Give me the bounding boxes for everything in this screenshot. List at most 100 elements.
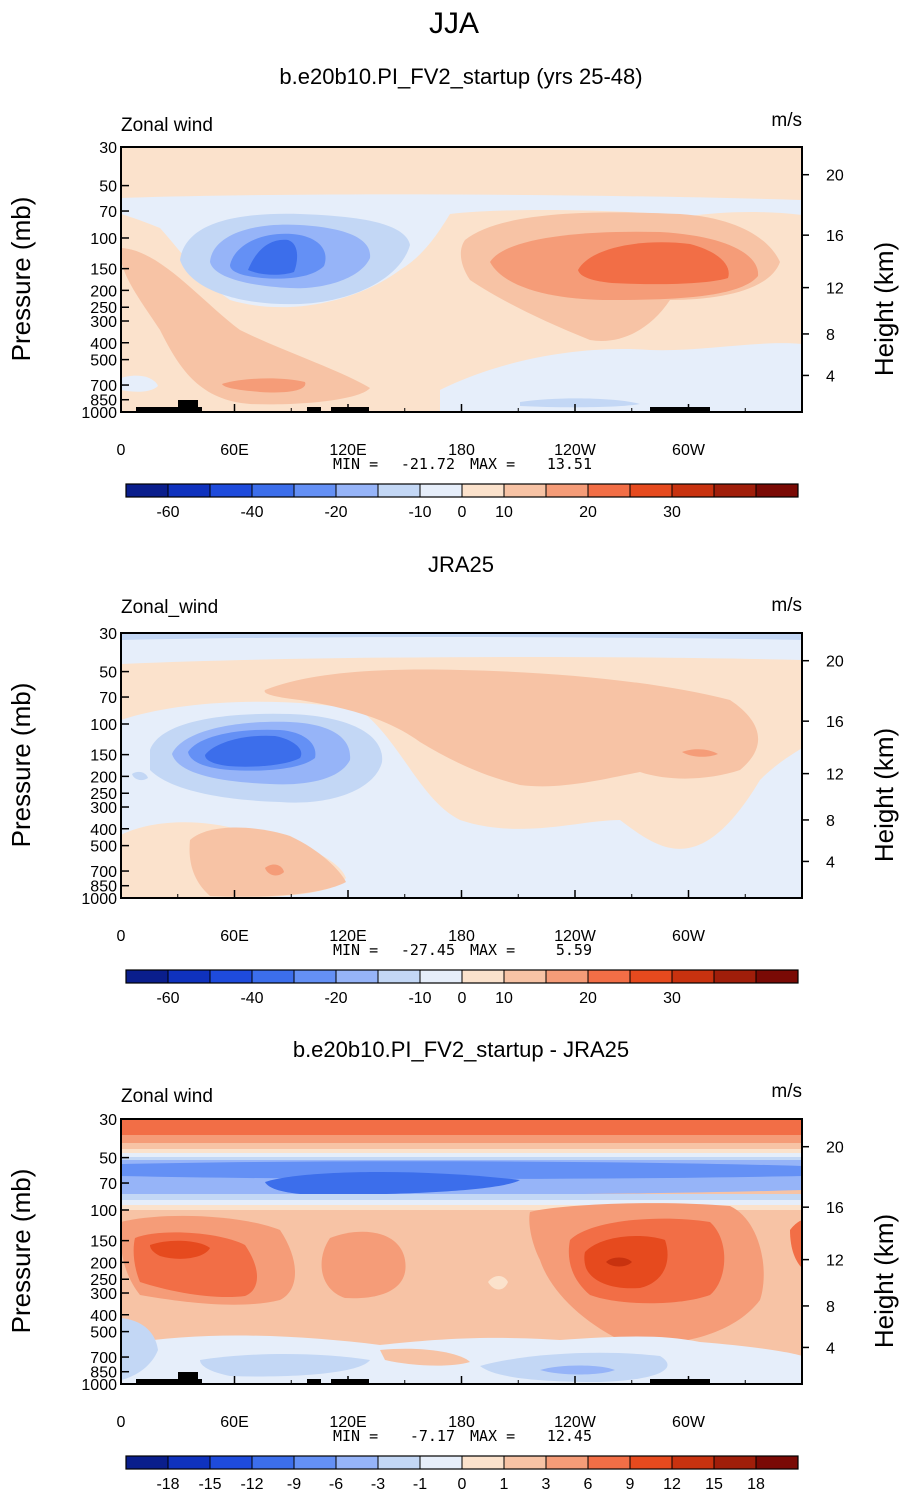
max-label: MAX = [470, 455, 515, 473]
contour-region-orange [265, 864, 284, 876]
colorbar-swatch [294, 1456, 337, 1469]
min-label: MIN = [333, 455, 378, 473]
colorbar-swatch [126, 970, 169, 983]
min-label: MIN = [333, 941, 378, 959]
colorbar-label: 0 [458, 504, 467, 521]
longitude-tick-label: 60W [672, 442, 706, 459]
colorbar-swatch [252, 1456, 295, 1469]
colorbar-label: -40 [240, 504, 263, 521]
min-value: -27.45 [401, 941, 455, 959]
pressure-tick-label: 150 [90, 1234, 117, 1251]
contour-band [121, 1194, 802, 1200]
colorbar-label: 12 [663, 1476, 681, 1493]
pressure-tick-label: 850 [90, 393, 117, 410]
height-tick-label: 4 [826, 1340, 835, 1357]
contour-band [121, 1200, 802, 1205]
longitude-tick-label: 120W [554, 442, 597, 459]
colorbar-label: -10 [408, 504, 431, 521]
min-value: -21.72 [401, 455, 455, 473]
contour-band [121, 1157, 802, 1161]
height-tick-label: 8 [826, 327, 835, 344]
colorbar-swatch [672, 1456, 715, 1469]
panel-title: b.e20b10.PI_FV2_startup - JRA25 [293, 1037, 629, 1062]
contour-band [121, 1153, 802, 1157]
min-label: MIN = [333, 1427, 378, 1445]
colorbar-label: 10 [495, 504, 513, 521]
colorbar-label: -6 [329, 1476, 343, 1493]
colorbar-label: -15 [198, 1476, 221, 1493]
colorbar-swatch [588, 1456, 631, 1469]
pressure-tick-label: 100 [90, 231, 117, 248]
longitude-tick-label: 180 [448, 442, 475, 459]
pressure-tick-label: 400 [90, 822, 117, 839]
height-tick-label: 12 [826, 767, 844, 784]
height-tick-label: 4 [826, 854, 835, 871]
height-tick-label: 16 [826, 228, 844, 245]
longitude-tick-label: 60E [220, 442, 248, 459]
land-mask [650, 407, 710, 412]
pressure-tick-label: 250 [90, 300, 117, 317]
colorbar-swatch [420, 970, 463, 983]
land-mask [136, 407, 202, 412]
colorbar-swatch [756, 484, 799, 497]
pressure-tick-label: 150 [90, 748, 117, 765]
colorbar-swatch [630, 484, 673, 497]
colorbar-swatch [294, 970, 337, 983]
colorbar-swatch [210, 1456, 253, 1469]
colorbar-swatch [546, 1456, 589, 1469]
height-tick-label: 16 [826, 714, 844, 731]
longitude-tick-label: 180 [448, 928, 475, 945]
pressure-tick-label: 700 [90, 1350, 117, 1367]
contour-field [121, 633, 802, 898]
max-value: 12.45 [547, 1427, 592, 1445]
min-max-summary: MIN = -27.45 MAX = 5.59 [333, 941, 592, 959]
land-mask [650, 1379, 710, 1384]
colorbar: -60 -40 -20 -10 0 10 20 30 [125, 969, 799, 1007]
pressure-tick-label: 50 [99, 1151, 117, 1168]
colorbar-swatch [504, 484, 547, 497]
land-mask [307, 1379, 321, 1384]
pressure-tick-label: 70 [99, 204, 117, 221]
pressure-tick-label: 70 [99, 1176, 117, 1193]
colorbar-label: -20 [324, 504, 347, 521]
contour-region-light-blue [121, 633, 802, 640]
colorbar-label: -10 [408, 990, 431, 1007]
contour-region-blue [121, 1318, 158, 1380]
colorbar-swatch [294, 484, 337, 497]
colorbar-swatch [672, 484, 715, 497]
colorbar-label: 3 [542, 1476, 551, 1493]
variable-label: Zonal wind [121, 1086, 213, 1107]
contour-region-blue [248, 239, 298, 275]
pressure-tick-label: 700 [90, 864, 117, 881]
land-mask [178, 1372, 198, 1380]
height-tick-label: 16 [826, 1200, 844, 1217]
colorbar-swatch [462, 1456, 505, 1469]
colorbar-label: -12 [240, 1476, 263, 1493]
colorbar-label: 20 [579, 990, 597, 1007]
colorbar-swatch [336, 970, 379, 983]
max-label: MAX = [470, 941, 515, 959]
contour-band [121, 1135, 802, 1143]
colorbar-swatch [420, 484, 463, 497]
pressure-tick-label: 250 [90, 786, 117, 803]
contour-region-orange [606, 1257, 632, 1267]
colorbar-label: -60 [156, 990, 179, 1007]
colorbar-label: 10 [495, 990, 513, 1007]
colorbar-label: 18 [747, 1476, 765, 1493]
colorbar-swatch [504, 1456, 547, 1469]
contour-band-top [121, 1119, 802, 1135]
colorbar-frame [125, 483, 799, 498]
longitude-tick-label: 0 [117, 928, 126, 945]
pressure-tick-label: 500 [90, 1325, 117, 1342]
colorbar-label: 0 [458, 1476, 467, 1493]
contour-region-light-blue [121, 375, 158, 392]
contour-region-orange [222, 378, 306, 393]
colorbar-swatch [714, 970, 757, 983]
height-tick-label: 20 [826, 1140, 844, 1157]
axis-label-pressure: Pressure (mb) [6, 1169, 36, 1334]
contour-region-orange [150, 1240, 210, 1259]
figure-title: JJA [429, 7, 479, 40]
axis-label-pressure: Pressure (mb) [6, 683, 36, 848]
colorbar: -18 -15 -12 -9 -6 -3 -1 0 1 3 6 9 12 15 18 [125, 1455, 799, 1493]
